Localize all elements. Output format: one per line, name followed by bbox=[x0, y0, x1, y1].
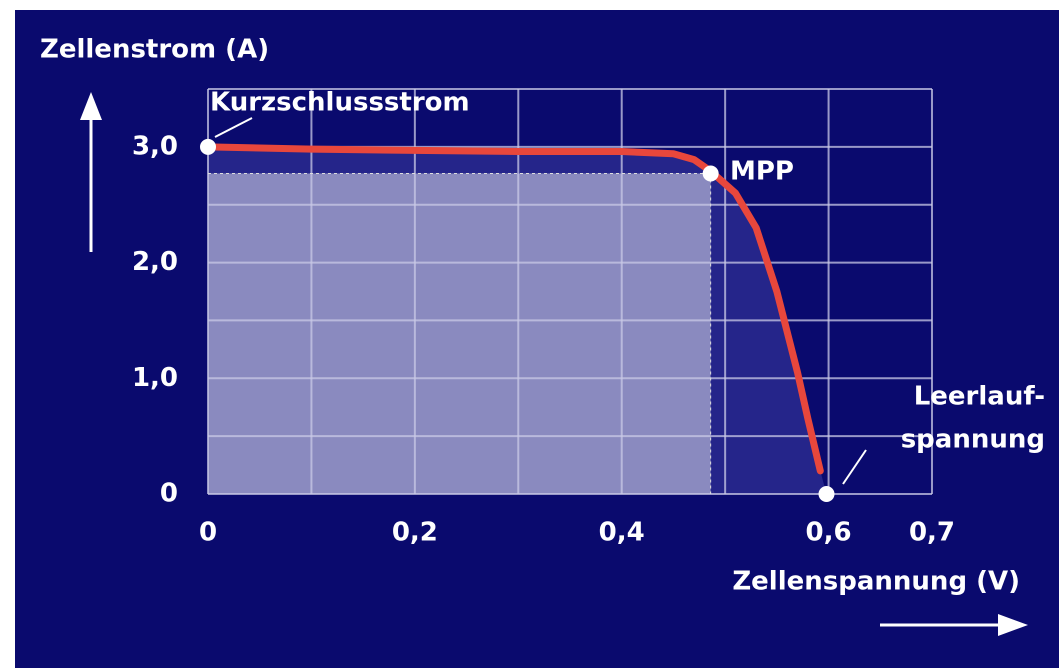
key-point bbox=[818, 486, 835, 502]
x-tick-label: 0 bbox=[199, 518, 217, 548]
power-rect bbox=[208, 173, 711, 494]
x-arrow bbox=[880, 614, 1028, 636]
y-tick-label: 0 bbox=[160, 479, 178, 509]
key-point bbox=[702, 165, 719, 182]
y-tick-label: 2,0 bbox=[132, 247, 178, 277]
x-axis-label: Zellenspannung (V) bbox=[732, 567, 1020, 597]
leader-line bbox=[842, 449, 867, 485]
point-label: Kurzschlussstrom bbox=[210, 88, 470, 118]
x-tick-label: 0,7 bbox=[909, 518, 955, 548]
leader-line bbox=[214, 117, 253, 138]
y-arrow bbox=[80, 92, 102, 252]
point-label: MPP bbox=[730, 157, 794, 187]
point-label: spannung bbox=[901, 425, 1045, 455]
y-axis-label: Zellenstrom (A) bbox=[40, 35, 269, 65]
y-tick-label: 3,0 bbox=[132, 131, 178, 161]
x-tick-label: 0,4 bbox=[599, 518, 645, 548]
iv-curve bbox=[204, 143, 824, 475]
x-tick-label: 0,6 bbox=[806, 518, 852, 548]
y-tick-label: 1,0 bbox=[132, 363, 178, 393]
point-label: Leerlauf- bbox=[914, 382, 1045, 412]
x-tick-label: 0,2 bbox=[392, 518, 438, 548]
key-point bbox=[200, 138, 216, 155]
